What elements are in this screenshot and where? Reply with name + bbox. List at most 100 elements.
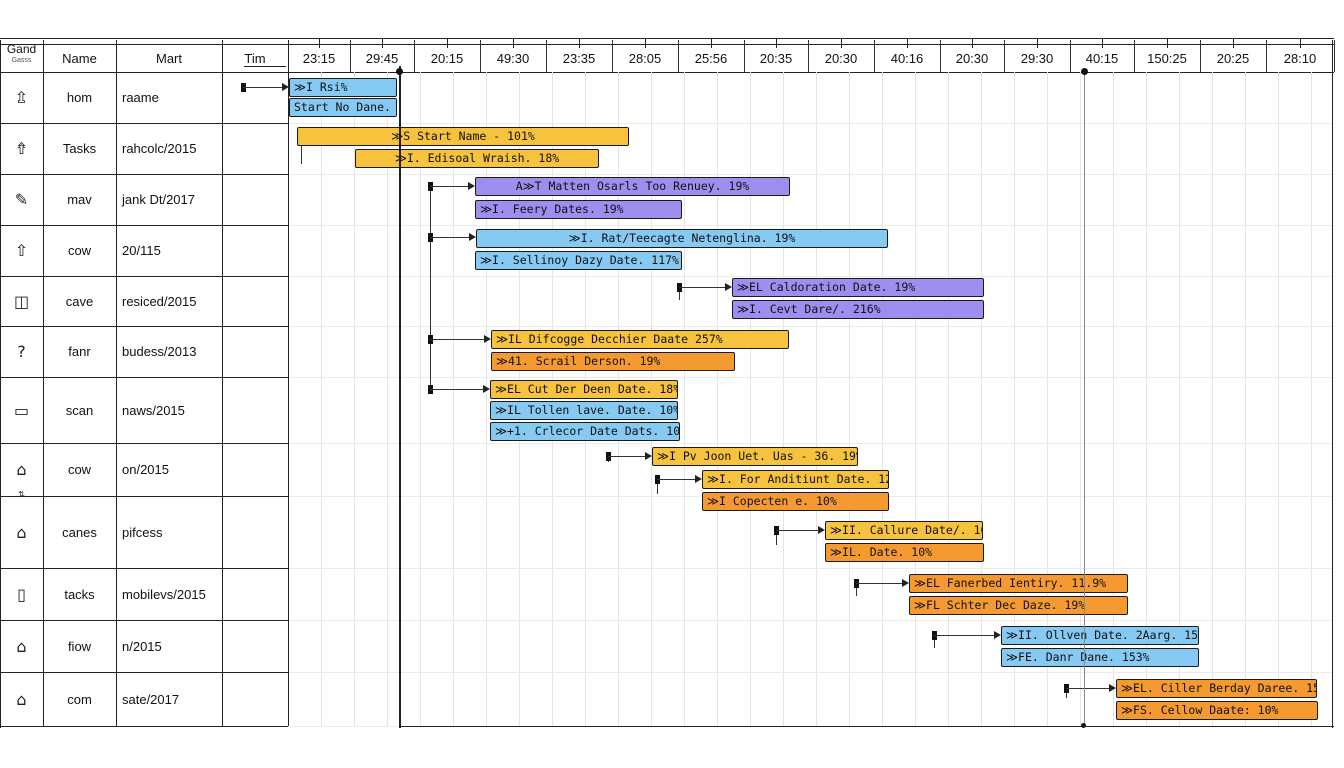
- timeline-label: 20:30: [824, 50, 858, 66]
- grid-line-vertical: [1047, 72, 1048, 726]
- task-bar[interactable]: ≫41. Scrail Derson. 19%: [491, 352, 735, 371]
- house-outline-icon[interactable]: ⇫: [14, 88, 29, 107]
- grid-line-vertical: [387, 72, 388, 726]
- house-filled-icon[interactable]: ⇮: [14, 139, 29, 158]
- timeline-divider: [350, 40, 351, 72]
- dependency-arrow: [994, 631, 1001, 639]
- dependency-arrow: [282, 83, 289, 91]
- row-mart: 20/115: [122, 243, 161, 258]
- folder-icon[interactable]: ▭: [13, 400, 30, 420]
- timeline-tick: [1233, 38, 1234, 48]
- home-outline-icon[interactable]: ⌂: [16, 636, 27, 656]
- dependency-arrow: [818, 526, 825, 534]
- timeline-tick: [1037, 38, 1038, 48]
- row-divider: [0, 123, 288, 124]
- task-bar[interactable]: ≫S Start Name - 101%: [297, 127, 629, 146]
- row-divider: [0, 326, 288, 327]
- header-top-border: [0, 44, 1334, 45]
- name-column-header[interactable]: Name: [62, 50, 97, 66]
- timeline-divider: [546, 40, 547, 72]
- timeline-tick: [972, 38, 973, 48]
- task-bar[interactable]: ≫EL. Ciller Berday Daree. 15%: [1116, 679, 1317, 698]
- task-bar[interactable]: ≫I Rsi%: [289, 78, 397, 97]
- timeline-tick: [776, 38, 777, 48]
- timeline-label: 20:25: [1216, 50, 1250, 66]
- dependency-line: [430, 186, 469, 187]
- row-divider: [0, 496, 288, 497]
- grid-line-vertical: [1179, 72, 1180, 726]
- mart-column-header[interactable]: Mart: [156, 50, 182, 66]
- timeline-tick: [645, 38, 646, 48]
- dependency-line: [856, 583, 903, 584]
- left-border: [0, 40, 1, 728]
- grid-line-vertical: [354, 72, 355, 726]
- col-divider-4: [288, 40, 289, 726]
- row-mart: on/2015: [122, 462, 169, 477]
- dependency-line: [430, 237, 470, 238]
- task-bar[interactable]: ≫II. Ollven Date. 2Aarg. 15%: [1001, 626, 1199, 645]
- task-bar[interactable]: ≫IL. Date. 10%: [825, 543, 984, 562]
- task-bar[interactable]: ≫I. Feery Dates. 19%: [475, 200, 682, 219]
- task-bar[interactable]: A≫T Matten Osarls Too Renuey. 19%: [475, 177, 790, 196]
- window-icon[interactable]: ▯: [17, 584, 26, 604]
- task-bar[interactable]: ≫I. Rat/Teecagte Netenglina. 19%: [476, 229, 888, 248]
- row-divider: [0, 174, 288, 175]
- top-border: [0, 38, 1334, 39]
- grid-line-vertical: [1080, 72, 1081, 726]
- task-bar[interactable]: ≫+1. Crlecor Date Dats. 10%: [490, 422, 680, 441]
- row-separator-icon: ⇅: [18, 489, 25, 499]
- row-name: cave: [65, 293, 94, 309]
- dependency-stem: [430, 186, 431, 392]
- question-icon[interactable]: ?: [17, 342, 26, 361]
- edit-icon[interactable]: ✎: [14, 190, 29, 209]
- camera-icon[interactable]: ◫: [13, 291, 30, 311]
- tim-column-header[interactable]: Tim: [244, 50, 266, 66]
- row-divider: [0, 377, 288, 378]
- task-bar[interactable]: Start No Dane. 19: [289, 98, 397, 117]
- gantt-header-sublabel: Gasss: [11, 57, 32, 64]
- building-icon[interactable]: ⌂: [16, 460, 27, 479]
- current-time-marker: [396, 68, 403, 75]
- grid-line-vertical: [618, 72, 619, 726]
- task-bar[interactable]: ≫EL Cut Der Deen Date. 18%: [490, 380, 678, 399]
- timeline-label: 23:35: [562, 50, 596, 66]
- task-bar[interactable]: ≫FL Schter Dec Daze. 19%: [909, 596, 1128, 615]
- task-bar[interactable]: ≫EL Fanerbed Ientiry. 11.9%: [909, 574, 1128, 593]
- grid-line-vertical: [1113, 72, 1114, 726]
- task-bar[interactable]: ≫EL Caldoration Date. 19%: [732, 278, 984, 297]
- task-bar[interactable]: ≫II. Callure Date/. 10%: [825, 521, 983, 540]
- home-small-icon[interactable]: ⌂: [16, 522, 27, 542]
- grid-line-horizontal: [288, 672, 1332, 673]
- task-bar[interactable]: ≫I. Sellinoy Dazy Date. 117%: [475, 251, 682, 270]
- store-icon[interactable]: ⌂: [16, 689, 27, 709]
- grid-line-vertical: [783, 72, 784, 726]
- grid-line-vertical: [651, 72, 652, 726]
- timeline-divider: [1200, 40, 1201, 72]
- row-mart: resiced/2015: [122, 293, 197, 309]
- dependency-arrow: [469, 233, 476, 241]
- dependency-arrow: [484, 335, 491, 343]
- task-bar[interactable]: ≫FS. Cellow Daate: 10%: [1116, 701, 1318, 720]
- task-bar[interactable]: ≫I. Edisoal Wraish. 18%: [355, 149, 599, 168]
- dependency-stem: [856, 583, 857, 596]
- timeline-divider: [480, 40, 481, 72]
- row-name: hom: [66, 90, 93, 105]
- gantt-header-label: Gand: [6, 42, 37, 56]
- arrow-up-icon[interactable]: ⇧: [14, 241, 29, 260]
- row-mart: jank Dt/2017: [122, 192, 195, 207]
- row-name: scan: [65, 402, 94, 418]
- task-bar[interactable]: ≫I. For Anditiunt Date. 12%: [702, 470, 889, 489]
- task-bar[interactable]: ≫IL Difcogge Decchier Daate 257%: [491, 330, 789, 349]
- task-bar[interactable]: ≫FE. Danr Dane. 153%: [1001, 648, 1199, 667]
- task-bar[interactable]: ≫I. Cevt Dare/. 216%: [732, 300, 984, 319]
- dependency-stem: [934, 635, 935, 648]
- row-divider: [0, 568, 288, 569]
- tim-header-underline: [244, 66, 286, 67]
- task-bar[interactable]: ≫I Pv Joon Uet. Uas - 36. 19%: [652, 447, 858, 466]
- header-bottom-border: [0, 72, 1334, 73]
- task-bar[interactable]: ≫I Copecten e. 10%: [702, 492, 889, 511]
- row-name: mav: [67, 192, 92, 207]
- task-bar[interactable]: ≫IL Tollen lave. Date. 10%: [490, 401, 678, 420]
- timeline-divider: [744, 40, 745, 72]
- dependency-line: [776, 530, 819, 531]
